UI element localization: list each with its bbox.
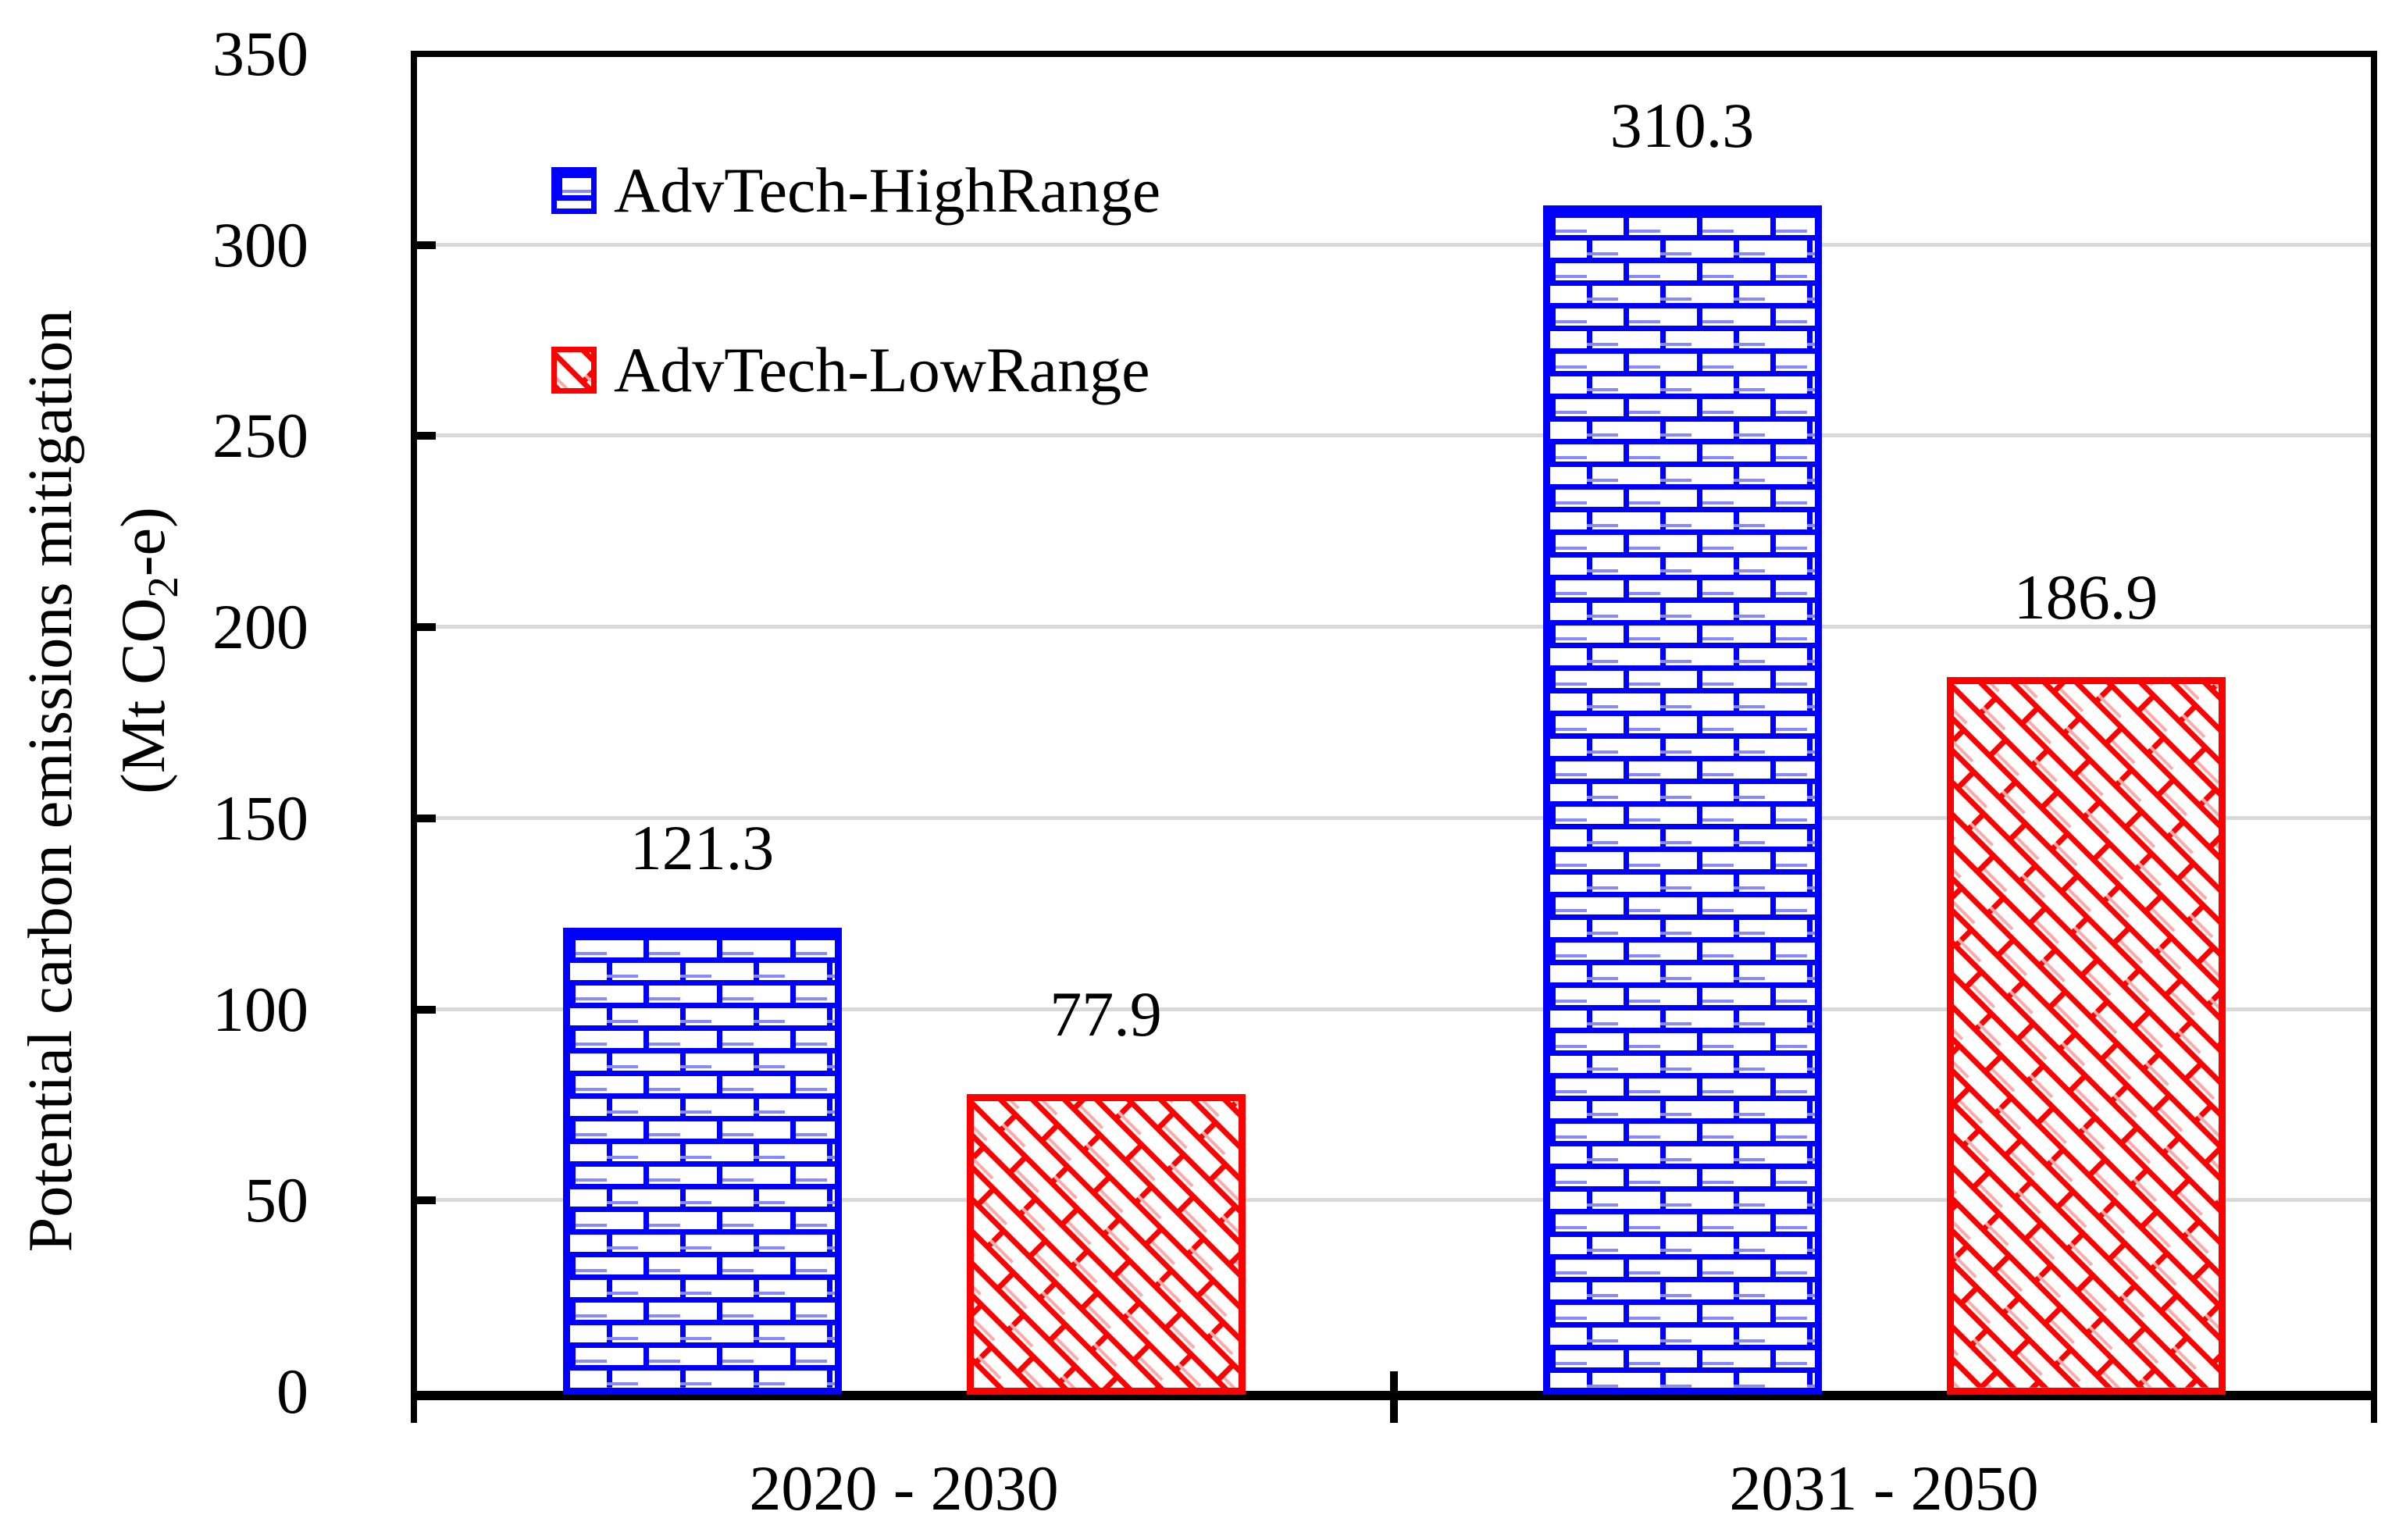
y-tick-label: 300 bbox=[212, 209, 308, 280]
y-tick-label: 250 bbox=[212, 400, 308, 472]
x-axis-tick bbox=[1390, 1371, 1398, 1423]
gridline bbox=[417, 242, 2371, 247]
gridline bbox=[417, 433, 2371, 438]
y-tick-label: 50 bbox=[244, 1164, 308, 1236]
gridline bbox=[417, 625, 2371, 629]
y-axis-tick bbox=[417, 241, 436, 249]
legend-label: AdvTech-HighRange bbox=[614, 155, 1161, 226]
bar-advtech-highrange bbox=[562, 928, 842, 1395]
bar-pattern-fill bbox=[973, 1100, 1239, 1388]
y-axis-title-line1: Potential carbon emissions mitigation bbox=[16, 309, 85, 1253]
bar-advtech-highrange bbox=[1542, 205, 1822, 1395]
y-tick-label: 0 bbox=[276, 1356, 308, 1427]
y-tick-label: 200 bbox=[212, 591, 308, 663]
x-category-label: 2020 - 2030 bbox=[749, 1453, 1059, 1524]
gridline bbox=[417, 1198, 2371, 1203]
bar-pattern-fill bbox=[569, 935, 835, 1388]
gridline bbox=[417, 1007, 2371, 1011]
legend-swatch-icon bbox=[551, 167, 597, 214]
x-axis-tick bbox=[2371, 1392, 2377, 1423]
bar-value-label: 310.3 bbox=[1609, 90, 1755, 162]
y-tick-label: 100 bbox=[212, 973, 308, 1045]
x-category-label: 2031 - 2050 bbox=[1729, 1453, 2039, 1524]
bar-value-label: 186.9 bbox=[2013, 561, 2158, 633]
bar-advtech-lowrange bbox=[1946, 677, 2226, 1395]
legend-swatch-pattern bbox=[557, 352, 591, 388]
y-axis-tick bbox=[417, 814, 436, 822]
bar-pattern-fill bbox=[1549, 212, 1815, 1388]
y-axis-tick bbox=[417, 1005, 436, 1014]
y-axis-title-units-suffix: -e) bbox=[109, 507, 178, 577]
y-axis-tick bbox=[417, 1196, 436, 1205]
bar-pattern-fill bbox=[1953, 684, 2219, 1388]
y-axis-tick bbox=[417, 623, 436, 632]
legend-swatch-pattern bbox=[557, 173, 591, 209]
y-tick-label: 150 bbox=[212, 782, 308, 854]
bar-advtech-lowrange bbox=[966, 1093, 1246, 1395]
y-tick-label: 350 bbox=[212, 18, 308, 89]
gridline bbox=[417, 815, 2371, 820]
legend-label: AdvTech-LowRange bbox=[614, 334, 1150, 405]
x-axis-tick bbox=[411, 1392, 417, 1423]
legend-item-advtech-lowrange: AdvTech-LowRange bbox=[551, 331, 1150, 409]
bar-value-label: 77.9 bbox=[1050, 978, 1162, 1050]
bar-value-label: 121.3 bbox=[629, 812, 775, 884]
legend-item-advtech-highrange: AdvTech-HighRange bbox=[551, 152, 1160, 230]
legend-swatch-icon bbox=[551, 347, 597, 394]
y-axis-tick bbox=[417, 432, 436, 440]
